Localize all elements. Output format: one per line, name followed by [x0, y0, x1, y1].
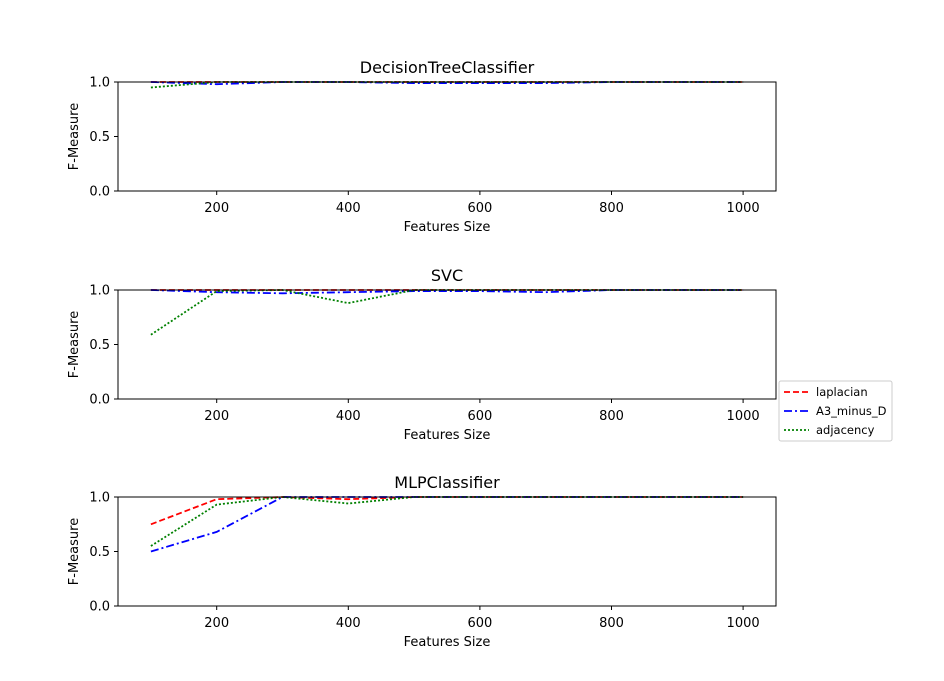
y-tick-label: 0.5 [89, 338, 110, 353]
y-axis-label: F-Measure [67, 518, 82, 585]
y-tick-label: 1.0 [89, 284, 110, 299]
legend-label: A3_minus_D [816, 404, 887, 418]
y-tick-label: 1.0 [89, 76, 110, 91]
y-tick-label: 1.0 [89, 491, 110, 506]
legend-label: laplacian [816, 385, 868, 399]
x-tick-label: 1000 [727, 616, 760, 631]
x-tick-label: 800 [599, 201, 624, 216]
x-axis-label: Features Size [404, 220, 491, 235]
x-tick-label: 400 [336, 201, 361, 216]
subplot-title: DecisionTreeClassifier [360, 58, 535, 77]
x-tick-label: 800 [599, 616, 624, 631]
x-tick-label: 200 [204, 409, 229, 424]
x-tick-label: 600 [467, 616, 492, 631]
subplot-2: 200 400 600 800 1000 0.0 0.5 1.0 SVC Features Siz… [67, 266, 777, 443]
x-tick-label: 1000 [727, 409, 760, 424]
x-tick-label: 400 [336, 616, 361, 631]
subplot-title: SVC [431, 266, 463, 285]
x-tick-label: 200 [204, 616, 229, 631]
legend-box [778, 380, 893, 442]
x-tick-label: 400 [336, 409, 361, 424]
y-axis-label: F-Measure [67, 311, 82, 378]
x-axis-label: Features Size [404, 635, 491, 650]
y-tick-label: 0.0 [89, 185, 110, 200]
series-line-a3-minus-d [150, 289, 744, 295]
x-axis-label: Features Size [404, 428, 491, 443]
x-tick-label: 600 [467, 201, 492, 216]
x-tick-label: 800 [599, 409, 624, 424]
x-tick-label: 600 [467, 409, 492, 424]
subplot-1: 200 400 600 800 1000 0.0 0.5 1.0 DecisionTreeCla… [67, 58, 777, 235]
legend-label: adjacency [816, 423, 875, 437]
subplot-3: 200 400 600 800 1000 0.0 0.5 1.0 MLPClassifier Fe… [67, 473, 777, 650]
y-tick-label: 0.5 [89, 545, 110, 560]
y-axis-label: F-Measure [67, 103, 82, 170]
subplot-title: MLPClassifier [394, 473, 500, 492]
x-tick-label: 1000 [727, 201, 760, 216]
legend: laplacian A3_minus_D adjacency [778, 380, 893, 442]
y-tick-label: 0.0 [89, 600, 110, 615]
series-line-a3-minus-d [150, 81, 744, 86]
y-tick-label: 0.5 [89, 130, 110, 145]
y-tick-label: 0.0 [89, 393, 110, 408]
x-tick-label: 200 [204, 201, 229, 216]
